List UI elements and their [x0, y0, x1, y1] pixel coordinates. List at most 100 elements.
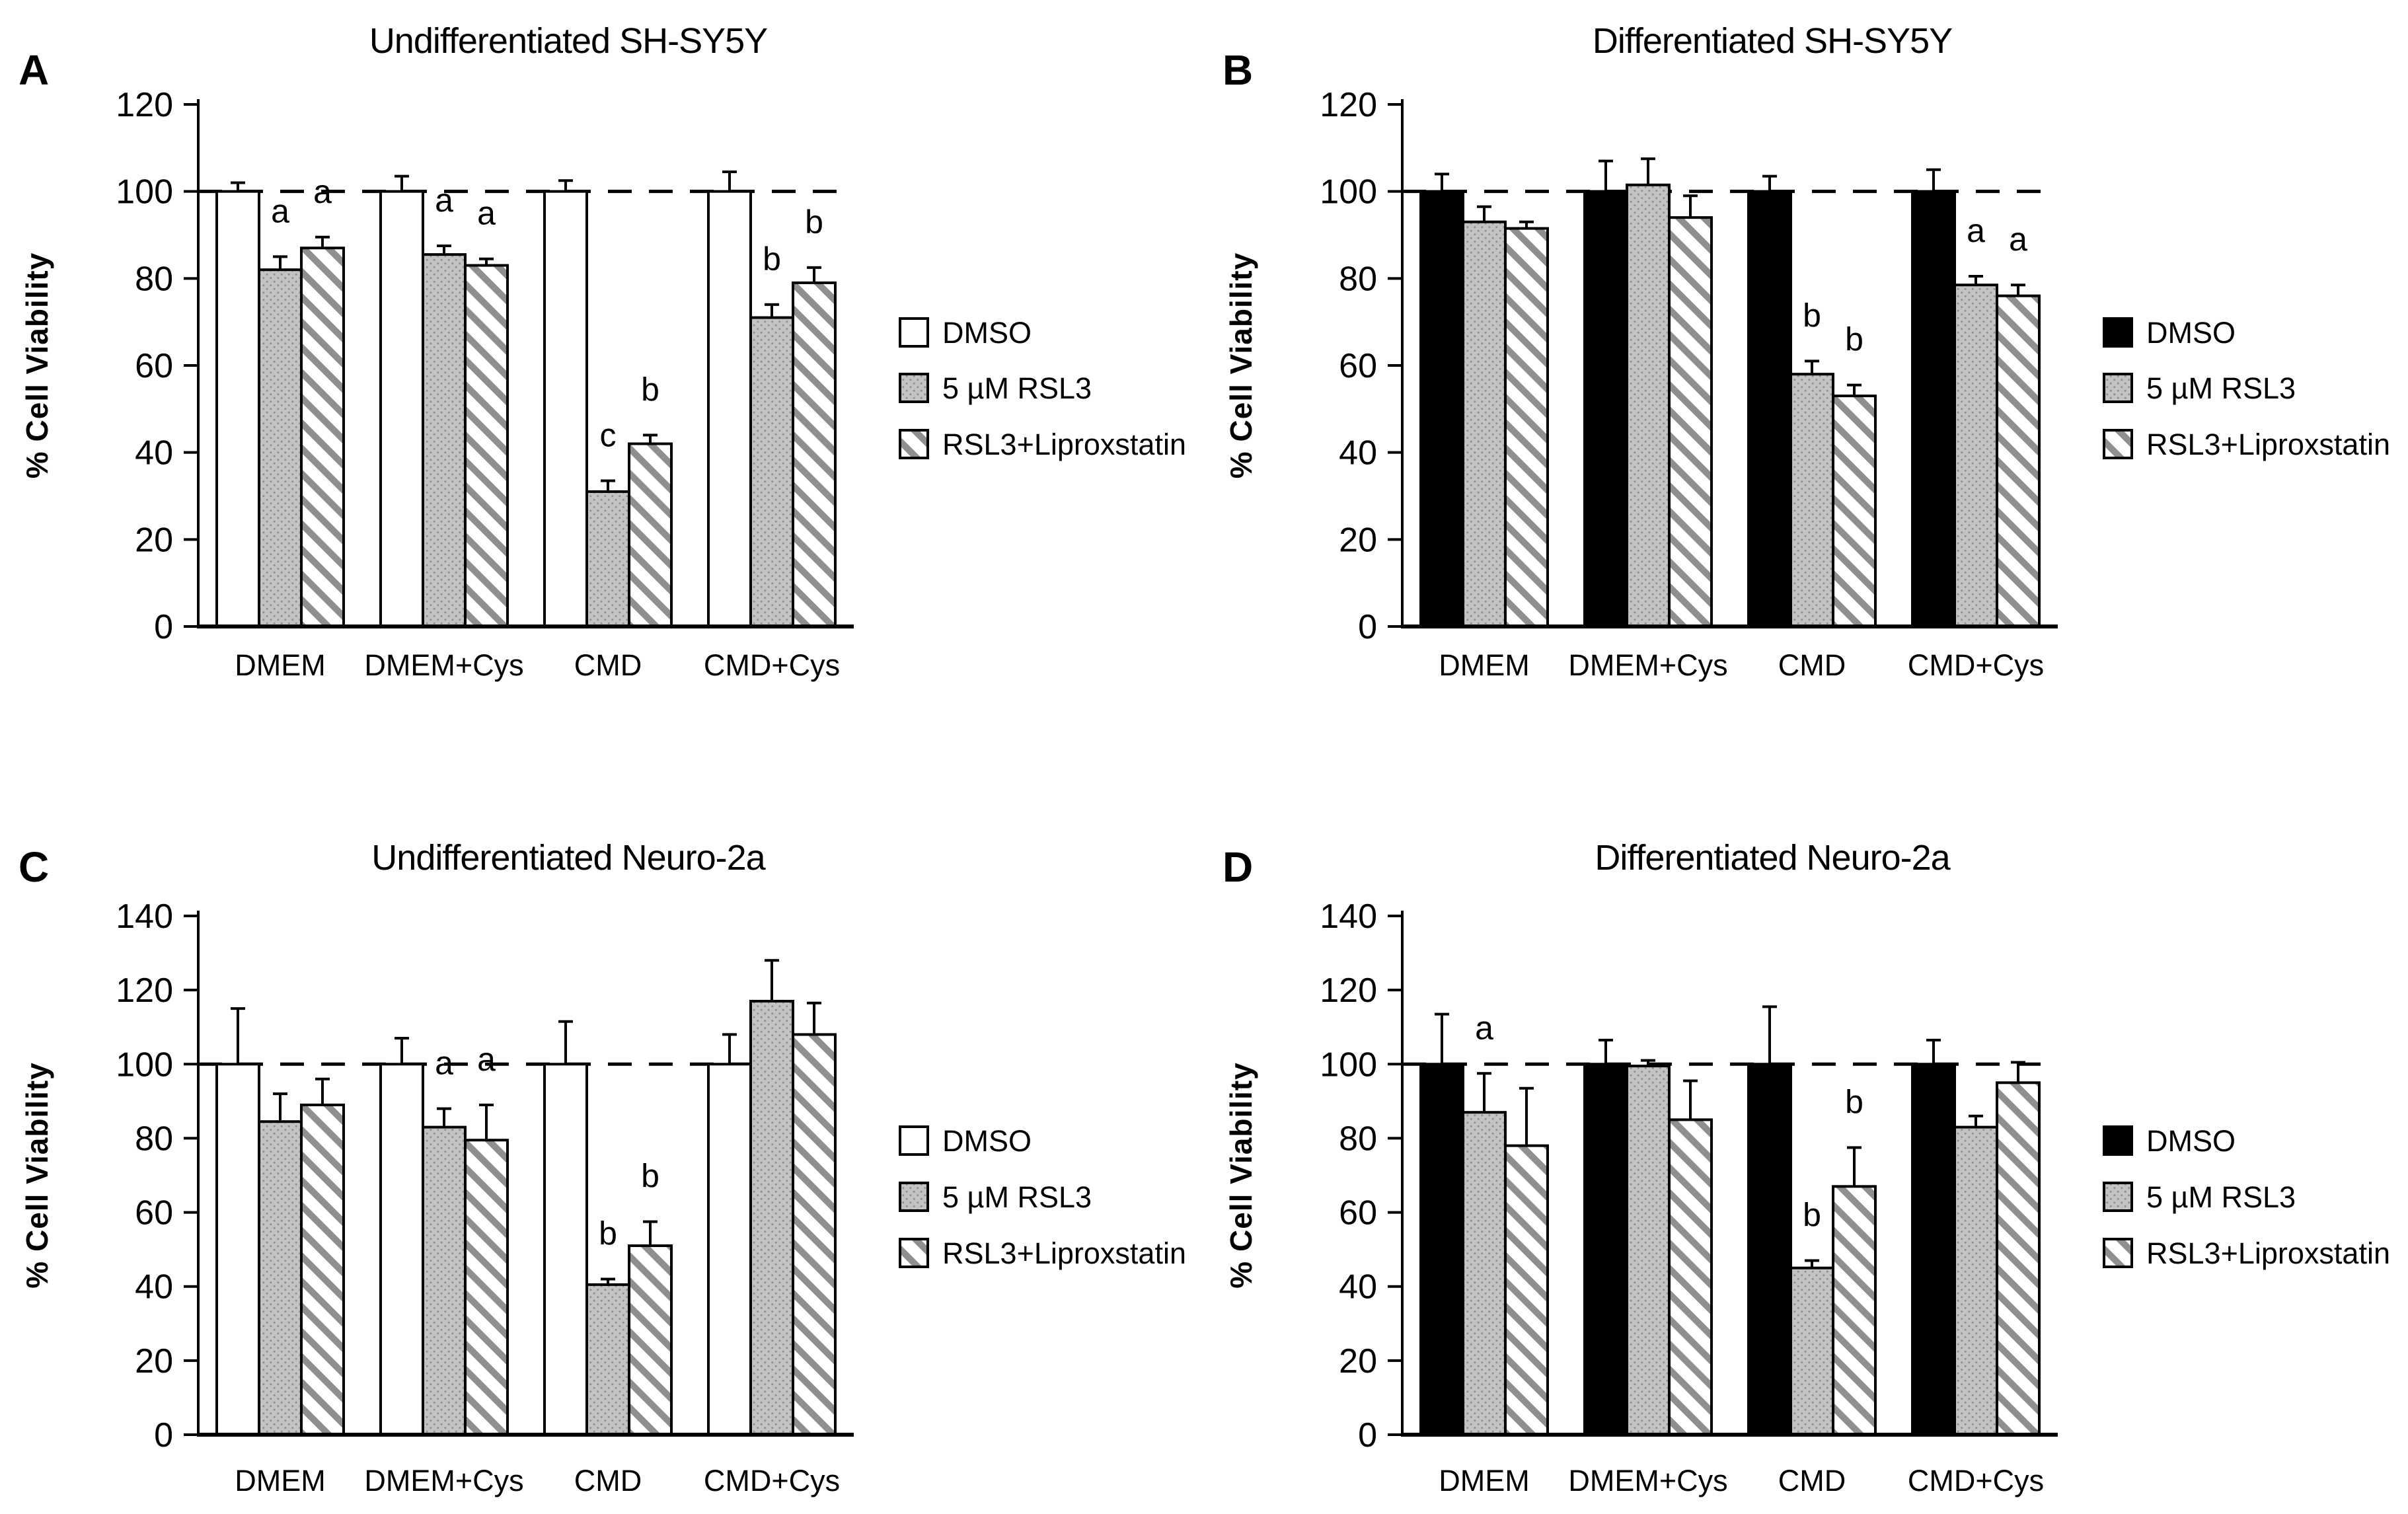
bar-rsl3-liproxstatin-cmd-cys [792, 281, 837, 628]
significance-letter: b [763, 241, 781, 278]
bar-5-m-rsl3-cmd-cys [749, 316, 794, 628]
panel-c-chart: C Undifferentiated Neuro-2a 0 20 40 60 80 100 12… [19, 838, 1186, 1497]
x-category-label: DMEM+Cys [364, 648, 523, 682]
bar-dmso-cmd [1747, 190, 1792, 628]
legend-swatch-gray-stipple [899, 1182, 929, 1212]
bar-rsl3-liproxstatin-dmem-cys [464, 264, 509, 628]
y-tick-label: 40 [135, 1268, 173, 1306]
y-axis-title: % Cell Viability [1224, 1062, 1258, 1288]
y-tick-label: 60 [1339, 1194, 1377, 1232]
panel-title: Differentiated SH-SY5Y [1593, 21, 1952, 61]
bar-rsl3-liproxstatin-cmd [628, 442, 673, 628]
panel-a-chart: A Undifferentiated SH-SY5Y 0 20 40 60 80 100 120… [19, 21, 1186, 682]
bar-rsl3-liproxstatin-cmd [628, 1244, 673, 1436]
bar-5-m-rsl3-dmem [1462, 220, 1507, 628]
bar-rsl3-liproxstatin-cmd [1832, 1185, 1877, 1436]
significance-letter: a [435, 182, 453, 219]
legend-swatch-white [899, 1125, 929, 1156]
panel-b: B Differentiated SH-SY5Y 0 20 40 60 80 100 120 DM… [1204, 0, 2408, 757]
panel-letter: B [1223, 46, 1253, 94]
x-category-label: CMD+Cys [704, 648, 840, 682]
bar-dmso-cmd-cys [707, 1063, 752, 1436]
legend-swatch-diagonal-hatch [899, 1238, 929, 1268]
significance-letter: b [1845, 321, 1863, 358]
legend-swatch-diagonal-hatch [2103, 1238, 2133, 1268]
x-category-label: DMEM+Cys [364, 1464, 523, 1497]
bar-5-m-rsl3-dmem-cys [1626, 183, 1671, 628]
bar-rsl3-liproxstatin-dmem-cys [1668, 1118, 1713, 1437]
bar-rsl3-liproxstatin-cmd-cys [1996, 294, 2041, 628]
y-tick-label: 80 [1339, 260, 1377, 298]
significance-letter: c [600, 416, 617, 453]
legend-label: DMSO [942, 316, 1032, 350]
x-category-label: CMD [574, 648, 642, 682]
panel-title: Differentiated Neuro-2a [1595, 838, 1951, 878]
y-tick-label: 80 [1339, 1119, 1377, 1158]
bar-rsl3-liproxstatin-dmem [1504, 227, 1549, 628]
y-tick-label: 100 [116, 173, 173, 211]
legend-swatch-diagonal-hatch [2103, 429, 2133, 459]
bar-rsl3-liproxstatin-dmem-cys [1668, 216, 1713, 628]
bar-dmso-dmem-cys [1583, 190, 1628, 628]
legend-label: 5 µM RSL3 [2146, 1180, 2296, 1214]
significance-letter: b [641, 1158, 659, 1195]
y-tick-label: 80 [135, 260, 173, 298]
y-tick-label: 60 [1339, 347, 1377, 385]
y-tick-label: 140 [1320, 897, 1377, 936]
legend-swatch-diagonal-hatch [899, 429, 929, 459]
bar-dmso-dmem-cys [379, 1063, 424, 1436]
legend-label: DMSO [942, 1124, 1032, 1158]
bar-dmso-dmem [1419, 190, 1464, 628]
significance-letter: b [641, 371, 659, 408]
y-tick-label: 20 [135, 1342, 173, 1381]
y-tick-label: 100 [1320, 1045, 1377, 1084]
bar-rsl3-liproxstatin-cmd-cys [792, 1033, 837, 1436]
x-category-label: DMEM [1439, 648, 1529, 682]
y-tick-label: 40 [135, 434, 173, 473]
significance-letter: b [1845, 1083, 1863, 1120]
x-category-label: DMEM+Cys [1568, 1464, 1727, 1497]
significance-letter: b [1803, 297, 1821, 334]
y-axis-title: % Cell Viability [1224, 252, 1258, 478]
significance-letter: a [271, 192, 289, 229]
bar-5-m-rsl3-dmem [258, 1120, 303, 1436]
legend-label: DMSO [2146, 316, 2236, 350]
bar-5-m-rsl3-cmd-cys [1953, 1125, 1998, 1436]
y-tick-label: 140 [116, 897, 173, 936]
bar-rsl3-liproxstatin-dmem-cys [464, 1139, 509, 1436]
panel-letter: D [1223, 843, 1253, 891]
y-tick-label: 60 [135, 347, 173, 385]
panel-c: C Undifferentiated Neuro-2a 0 20 40 60 80 100 12… [0, 757, 1204, 1514]
bar-dmso-cmd-cys [1911, 1063, 1956, 1436]
legend-label: 5 µM RSL3 [2146, 371, 2296, 405]
significance-letter: a [2009, 221, 2027, 258]
x-category-label: DMEM [235, 1464, 325, 1497]
y-tick-label: 0 [154, 1416, 173, 1455]
bar-5-m-rsl3-cmd [1789, 1266, 1834, 1437]
bar-dmso-dmem-cys [1583, 1063, 1628, 1436]
bar-5-m-rsl3-dmem-cys [422, 253, 467, 628]
x-category-label: CMD+Cys [1908, 648, 2044, 682]
bar-dmso-dmem [215, 1063, 260, 1436]
legend-label: RSL3+Liproxstatin [2146, 1236, 2390, 1270]
y-tick-label: 0 [154, 608, 173, 646]
bar-5-m-rsl3-cmd [585, 490, 630, 628]
y-tick-label: 120 [116, 86, 173, 124]
y-tick-label: 0 [1358, 1416, 1377, 1455]
bar-rsl3-liproxstatin-dmem [1504, 1144, 1549, 1437]
legend-swatch-white [899, 317, 929, 348]
bar-5-m-rsl3-dmem-cys [1626, 1065, 1671, 1436]
legend-swatch-black [2103, 1125, 2133, 1156]
y-axis-title: % Cell Viability [20, 1062, 54, 1288]
y-tick-label: 20 [135, 521, 173, 559]
panel-title: Undifferentiated Neuro-2a [371, 838, 766, 878]
panel-letter: C [19, 843, 49, 891]
bar-dmso-cmd [543, 1063, 588, 1436]
bar-5-m-rsl3-cmd-cys [749, 999, 794, 1436]
panel-d: D Differentiated Neuro-2a 0 20 40 60 80 100 120 1… [1204, 757, 2408, 1514]
bar-rsl3-liproxstatin-dmem [300, 1103, 345, 1436]
bar-rsl3-liproxstatin-cmd [1832, 395, 1877, 628]
x-category-label: CMD [1778, 648, 1846, 682]
x-category-label: CMD+Cys [1908, 1464, 2044, 1497]
